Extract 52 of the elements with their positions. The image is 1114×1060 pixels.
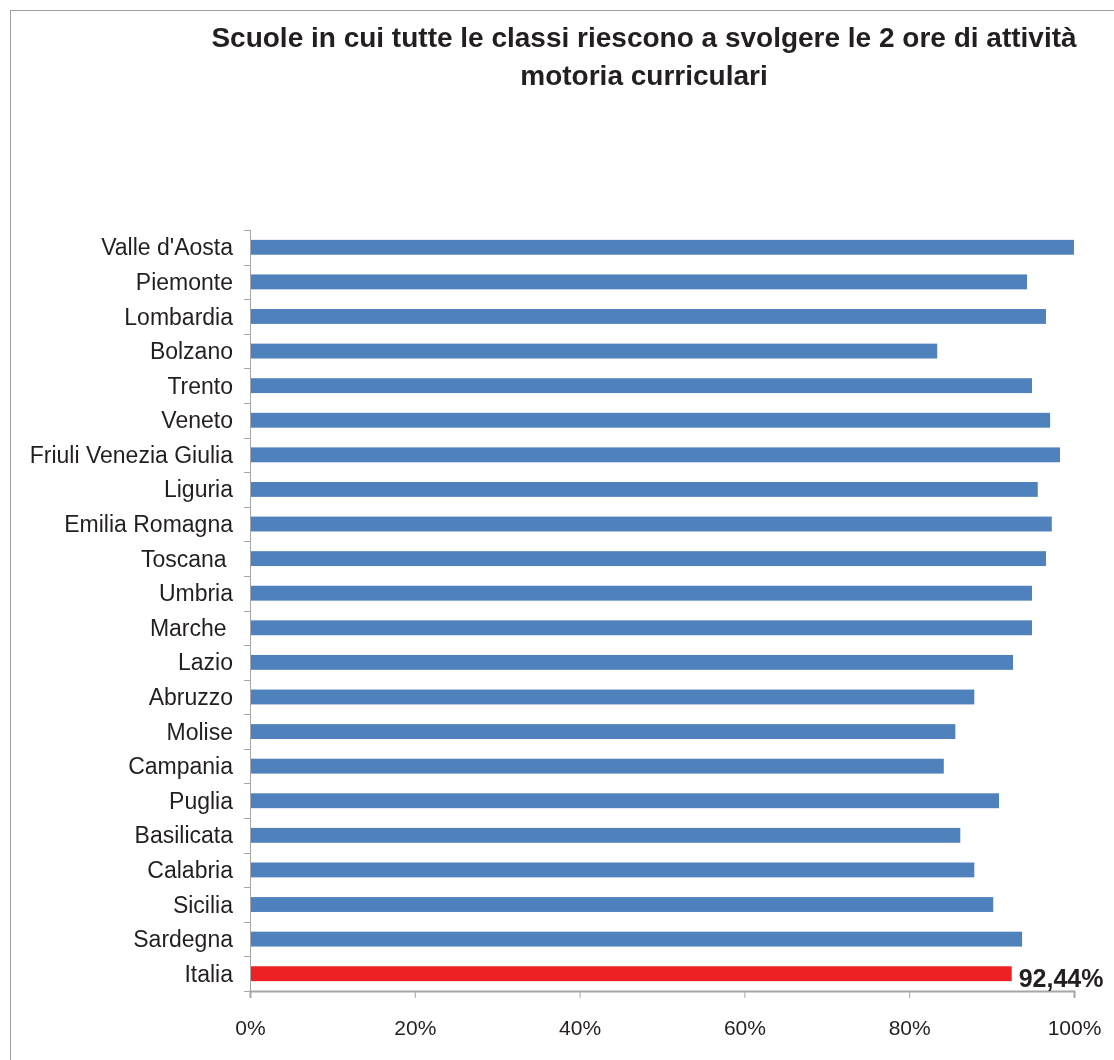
y-tick-label: Friuli Venezia Giulia: [29, 441, 234, 468]
bar: [250, 862, 975, 878]
y-tick-label: Abruzzo: [148, 684, 233, 711]
bar: [250, 966, 1012, 982]
y-tick-label: Italia: [184, 960, 234, 987]
y-tick-label: Sardegna: [133, 926, 234, 953]
bar: [250, 447, 1060, 463]
bar: [250, 274, 1028, 290]
bar: [250, 309, 1046, 324]
bar: [250, 239, 1074, 255]
y-tick-label: Piemonte: [135, 268, 233, 295]
bar: [250, 585, 1032, 601]
x-tick-label: 40%: [559, 1015, 602, 1039]
bar: [250, 793, 1000, 809]
bar: [250, 724, 956, 740]
y-tick-label: Liguria: [163, 476, 234, 503]
chart-title: Scuole in cui tutte le classi riescono a svolgere le 2 ore di attività motoria curriculari: [211, 22, 1078, 91]
y-tick-label: Sicilia: [172, 891, 234, 918]
y-tick-label: Trento: [167, 372, 233, 399]
bar: [250, 412, 1051, 428]
x-tick-label: 0%: [235, 1015, 266, 1039]
y-tick-label: Puglia: [169, 787, 234, 814]
y-tick-label: Toscana: [140, 545, 233, 572]
y-tick-label: Bolzano: [149, 338, 233, 365]
y-tick-label: Campania: [128, 753, 234, 780]
bar: [250, 378, 1032, 394]
bar: [250, 827, 961, 843]
data-label: 92,44%: [1018, 964, 1104, 993]
x-tick-label: 100%: [1047, 1015, 1102, 1039]
bar: [250, 516, 1052, 532]
y-tick-label: Valle d'Aosta: [101, 234, 234, 261]
y-tick-label: Basilicata: [134, 822, 234, 849]
y-tick-label: Umbria: [158, 580, 234, 607]
y-tick-label: Lombardia: [124, 303, 234, 330]
bar: [250, 689, 975, 705]
bar: [250, 897, 994, 912]
y-tick-label: Veneto: [161, 407, 233, 434]
bar: [250, 620, 1032, 636]
y-tick-label: Lazio: [178, 649, 233, 676]
bar: [250, 758, 944, 774]
y-tick-label: Molise: [166, 718, 233, 745]
y-tick-label: Emilia Romagna: [64, 511, 234, 538]
x-tick-label: 60%: [723, 1015, 766, 1039]
bar: [250, 482, 1038, 497]
bar: [250, 343, 938, 359]
bar: [250, 551, 1046, 567]
bar: [250, 654, 1014, 670]
y-tick-label: Marche: [149, 614, 233, 641]
x-tick-label: 80%: [888, 1015, 931, 1039]
bar: [250, 931, 1023, 947]
y-tick-label: Calabria: [147, 856, 234, 883]
x-tick-label: 20%: [394, 1015, 437, 1039]
